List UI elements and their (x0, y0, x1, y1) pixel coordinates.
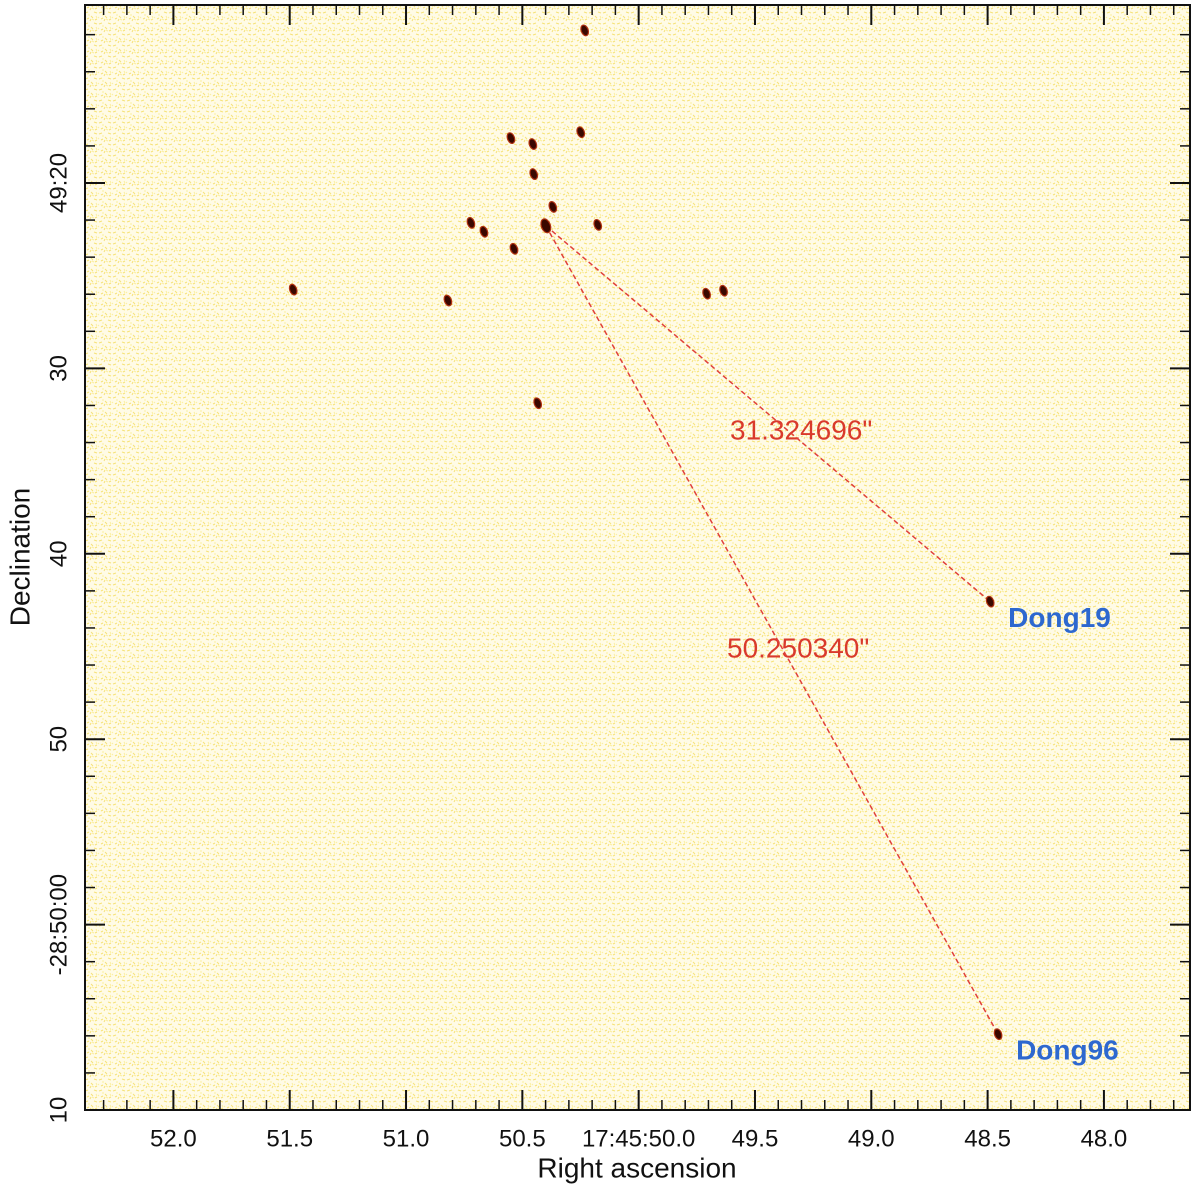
source (533, 397, 543, 410)
y-tick-label: -28:50:00 (45, 874, 72, 975)
x-tick-label: 50.5 (499, 1125, 546, 1152)
source (479, 225, 489, 238)
y-tick-label: 30 (45, 355, 72, 382)
x-tick-label: 49.5 (732, 1125, 779, 1152)
source (719, 284, 728, 297)
distance-label: 50.250340" (727, 632, 869, 663)
distance-line (545, 225, 991, 603)
plot-frame (84, 4, 1191, 1111)
x-tick-label: 48.0 (1081, 1125, 1128, 1152)
x-tick-label: 17:45:50.0 (582, 1125, 695, 1152)
x-axis-label: Right ascension (537, 1152, 736, 1183)
source (443, 294, 453, 307)
source (548, 200, 558, 213)
source (580, 24, 590, 37)
source (288, 283, 298, 296)
source (576, 126, 586, 139)
y-axis-label: Declination (4, 488, 35, 627)
source (985, 595, 995, 608)
y-tick-label: 50 (45, 726, 72, 753)
x-tick-label: 51.5 (266, 1125, 313, 1152)
x-tick-label: 48.5 (964, 1125, 1011, 1152)
y-tick-label: 10 (45, 1097, 72, 1124)
source (593, 218, 603, 231)
distance-line (545, 225, 999, 1035)
source (528, 138, 538, 150)
x-tick-label: 52.0 (150, 1125, 197, 1152)
y-tick-label: 40 (45, 540, 72, 567)
source (540, 218, 552, 234)
source (466, 216, 476, 229)
image-background (85, 5, 1190, 1110)
y-tick-label: 49:20 (45, 153, 72, 213)
source-label: Dong96 (1016, 1035, 1119, 1066)
x-tick-label: 49.0 (848, 1125, 895, 1152)
source (529, 168, 539, 180)
source (509, 242, 519, 255)
x-tick-label: 51.0 (383, 1125, 430, 1152)
distance-label: 31.324696" (730, 414, 872, 445)
source (993, 1028, 1003, 1041)
source (506, 132, 516, 145)
source (702, 287, 711, 300)
source-label: Dong19 (1008, 602, 1111, 633)
